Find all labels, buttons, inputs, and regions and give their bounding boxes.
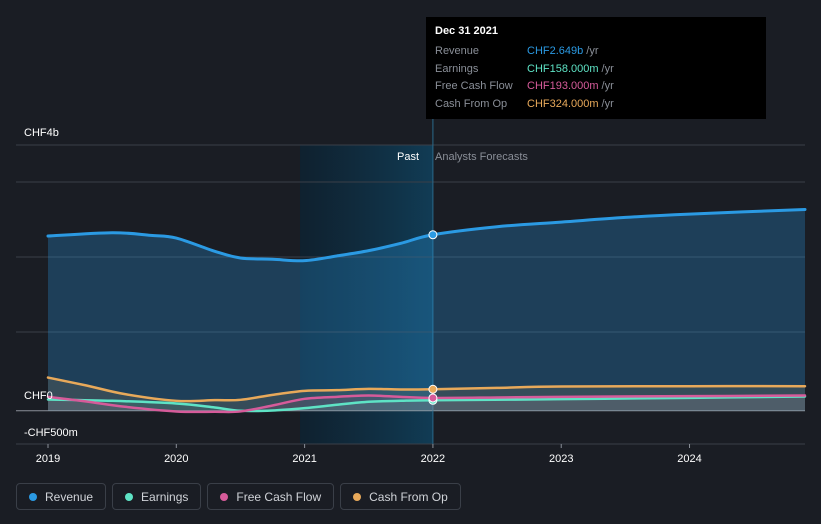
past-band-highlight bbox=[300, 145, 433, 444]
tooltip-series-name: Free Cash Flow bbox=[435, 80, 513, 92]
tooltip-markers bbox=[428, 230, 438, 405]
revenue-area bbox=[48, 209, 805, 413]
tooltip-series-name: Cash From Op bbox=[435, 97, 508, 110]
cash-from-op-area bbox=[48, 377, 805, 411]
legend-dot-icon bbox=[220, 492, 229, 501]
x-tick-label-2021: 2021 bbox=[292, 453, 316, 465]
free-cash-flow-marker bbox=[428, 393, 438, 403]
cash-from-op-line bbox=[46, 376, 807, 403]
legend-item-free-cash-flow[interactable]: Free Cash Flow bbox=[207, 483, 335, 510]
earnings-line bbox=[46, 395, 807, 413]
tooltip-date: Dec 31 2021 bbox=[435, 25, 498, 37]
revenue-marker bbox=[428, 230, 438, 240]
legend-label: Revenue bbox=[45, 489, 94, 504]
tooltip-series-value: CHF2.649b bbox=[527, 45, 584, 57]
legend-item-earnings[interactable]: Earnings bbox=[112, 483, 202, 510]
free-cash-flow-line bbox=[46, 394, 807, 414]
x-tick-label-2022: 2022 bbox=[421, 453, 445, 465]
tooltip-series-unit: /yr bbox=[601, 80, 614, 92]
legend-item-cash-from-op[interactable]: Cash From Op bbox=[340, 483, 461, 510]
tooltip-series-name: Earnings bbox=[435, 62, 479, 75]
past-label: Past bbox=[397, 151, 419, 163]
forecast-label: Analysts Forecasts bbox=[435, 151, 528, 163]
revenue-line bbox=[46, 207, 807, 263]
tooltip-series-name: Revenue bbox=[435, 45, 480, 57]
legend-label: Cash From Op bbox=[369, 489, 448, 504]
legend-item-revenue[interactable]: Revenue bbox=[16, 483, 107, 510]
cash-from-op-marker bbox=[428, 384, 438, 394]
legend-dot-icon bbox=[29, 492, 37, 501]
y-axis-bottom-label: -CHF500m bbox=[24, 427, 78, 439]
tooltip-row-free-cash-flow: Free Cash Flow CHF193.000m/yr bbox=[435, 78, 757, 96]
tooltip-row-earnings: Earnings CHF158.000m/yr bbox=[435, 61, 757, 79]
legend-dot-icon bbox=[353, 492, 362, 501]
legend-dot-icon bbox=[125, 492, 134, 501]
tooltip-series-unit: /yr bbox=[601, 97, 614, 110]
tooltip-series-unit: /yr bbox=[586, 45, 599, 57]
tooltip-series-value: CHF324.000m bbox=[527, 97, 599, 110]
x-tick-label-2020: 2020 bbox=[164, 453, 188, 465]
x-tick-label-2019: 2019 bbox=[36, 453, 60, 465]
x-tick-label-2023: 2023 bbox=[549, 453, 573, 465]
tooltip-row-revenue: Revenue CHF2.649b/yr bbox=[435, 43, 757, 61]
tooltip-series-value: CHF193.000m bbox=[527, 80, 599, 92]
tooltip-series-unit: /yr bbox=[601, 62, 614, 75]
earnings-area bbox=[48, 396, 805, 412]
x-tick-label-2024: 2024 bbox=[677, 453, 701, 465]
y-axis-top-label: CHF4b bbox=[24, 127, 59, 139]
legend: Revenue Earnings Free Cash Flow Cash From O… bbox=[16, 483, 461, 512]
revenue-area bbox=[48, 209, 805, 411]
x-axis-ticks: 2019 2020 2021 2022 2023 2024 bbox=[36, 444, 702, 465]
tooltip-series-value: CHF158.000m bbox=[527, 62, 599, 75]
legend-label: Free Cash Flow bbox=[236, 489, 322, 504]
series-lines bbox=[46, 207, 807, 414]
chart-background bbox=[300, 145, 433, 444]
legend-label: Earnings bbox=[141, 489, 189, 504]
tooltip-panel: Dec 31 2021 Revenue CHF2.649b/yr Earnings C… bbox=[426, 17, 766, 119]
tooltip-row-cash-from-op: Cash From Op CHF324.000m/yr bbox=[435, 96, 757, 114]
y-axis-zero-label: CHF0 bbox=[24, 390, 53, 402]
